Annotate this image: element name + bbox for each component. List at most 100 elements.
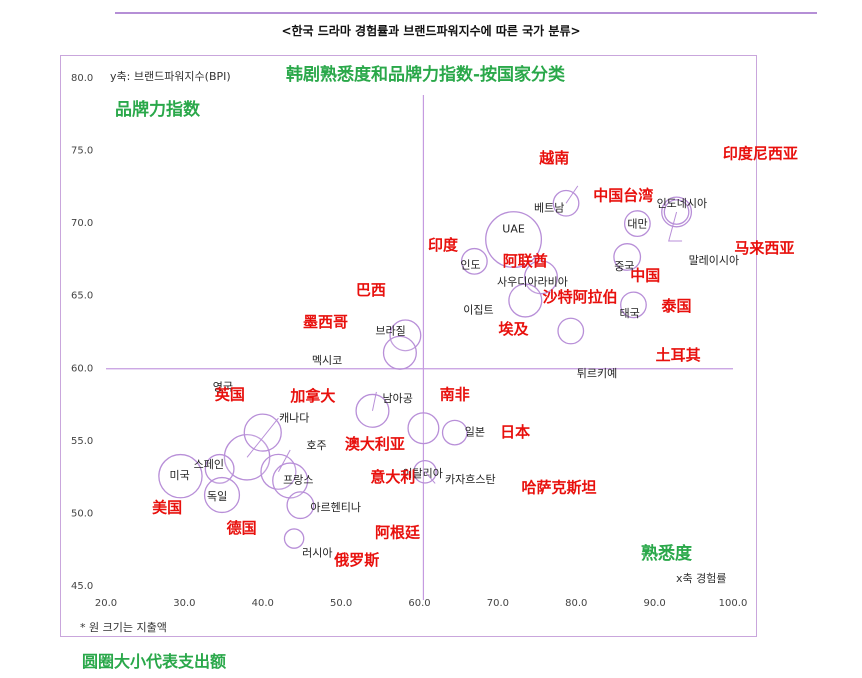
point-label: 러시아 (302, 547, 332, 560)
y-axis-label-korean: y축: 브랜드파워지수(BPI) (110, 70, 231, 83)
bubble- (203, 476, 241, 514)
leader-line (565, 185, 579, 204)
bubble- (272, 462, 309, 499)
y-tick-label: 65.0 (71, 291, 93, 302)
annotation-label: 越南 (538, 149, 569, 167)
annotation-label: 马来西亚 (734, 239, 794, 257)
bubble-UAE (485, 211, 543, 269)
annotation-label: 印度尼西亚 (723, 144, 798, 162)
bubble- (623, 210, 651, 238)
point-label: UAE (502, 223, 525, 236)
annotation-label: 南非 (440, 385, 470, 403)
annotation-label: 哈萨克斯坦 (521, 478, 596, 496)
annotation-label: 意大利 (370, 468, 415, 486)
x-tick-label: 100.0 (719, 598, 748, 609)
point-label: 이집트 (463, 304, 493, 317)
quadrant-dividers (106, 95, 733, 600)
x-tick-label: 30.0 (173, 598, 195, 609)
top-rule (115, 12, 817, 14)
annotation-label: 沙特阿拉伯 (543, 288, 618, 306)
y-tick-label: 70.0 (71, 218, 93, 229)
point-label: 인도네시아 (657, 197, 708, 210)
size-note-chinese: 圆圈大小代表支出额 (82, 652, 227, 671)
x-tick-label: 40.0 (252, 598, 274, 609)
point-label: 멕시코 (312, 354, 342, 367)
annotation-label: 土耳其 (656, 346, 701, 364)
point-label: 영국 (213, 381, 233, 394)
annotation-label: 日本 (500, 423, 530, 441)
bubble- (286, 491, 315, 520)
y-tick-label: 75.0 (71, 146, 93, 157)
leader-line (668, 211, 683, 242)
x-axis-label-chinese: 熟悉度 (641, 543, 693, 564)
point-label: 카자흐스탄 (445, 473, 496, 486)
annotation-label: 德国 (227, 519, 257, 537)
annotation-label: 加拿大 (289, 387, 335, 405)
annotation-label: 中国 (630, 266, 660, 284)
leader-line (277, 449, 291, 473)
annotation-label: 墨西哥 (303, 313, 348, 331)
point-label: 인도 (460, 258, 480, 271)
annotation-label: 印度 (428, 236, 459, 254)
point-label: 독일 (207, 489, 227, 503)
bubble- (620, 291, 647, 319)
point-label: 브라질 (375, 324, 405, 337)
y-tick-label: 55.0 (71, 436, 93, 447)
annotation-label: 中国台湾 (593, 187, 653, 205)
bubble- (382, 335, 417, 370)
point-label: 미국 (169, 469, 189, 482)
point-label: 베트남 (534, 201, 564, 214)
bubble- (407, 412, 440, 445)
x-tick-label: 50.0 (330, 598, 352, 609)
bubble- (460, 247, 488, 275)
x-tick-labels: 20.0 30.0 40.0 50.0 60.0 70.0 80.0 90.0 100.0 (95, 598, 747, 609)
point-label: 남아공 (382, 392, 412, 405)
size-note-korean: * 원 크기는 지출액 (80, 621, 167, 634)
point-label: 태국 (619, 307, 639, 320)
x-tick-label: 60.0 (408, 598, 430, 609)
point-label: 사우디아라비아 (497, 275, 568, 288)
page-title: <한국 드라마 경험률과 브랜드파워지수에 따른 국가 분류> (281, 24, 581, 38)
x-tick-label: 90.0 (643, 598, 665, 609)
x-axis-label-korean: x축 경험률 (676, 572, 727, 585)
point-label: 이탈리아 (402, 467, 442, 480)
leader-line (424, 471, 436, 484)
annotation-label: 阿联酋 (503, 252, 548, 270)
annotation-label: 美国 (152, 499, 182, 517)
point-label: 호주 (306, 439, 326, 452)
annotation-label: 阿根廷 (375, 523, 421, 541)
point-label: 프랑스 (283, 473, 313, 486)
x-tick-label: 20.0 (95, 598, 117, 609)
y-axis-label-chinese: 品牌力指数 (115, 99, 201, 120)
point-label: 아르헨티나 (310, 501, 361, 514)
bubble- (441, 419, 468, 446)
annotation-label: 英国 (215, 385, 245, 403)
bubble- (158, 453, 203, 499)
x-tick-label: 70.0 (487, 598, 509, 609)
x-tick-label: 80.0 (565, 598, 587, 609)
y-tick-labels: 45.0 50.0 55.0 60.0 65.0 70.0 75.0 80.0 (71, 73, 93, 592)
point-label: 스페인 (194, 458, 224, 471)
leader-line (246, 417, 279, 458)
annotation-label: 澳大利亚 (345, 435, 405, 453)
point-label: 말레이시아 (689, 254, 740, 267)
annotation-label: 泰国 (661, 297, 692, 315)
point-label: 일본 (465, 425, 485, 439)
point-label: 대만 (627, 218, 647, 231)
annotation-label: 俄罗斯 (333, 551, 379, 569)
bubble- (613, 243, 642, 271)
bubble- (557, 317, 585, 345)
bubble- (508, 283, 543, 318)
y-tick-label: 50.0 (71, 508, 93, 519)
chart-title: 韩剧熟悉度和品牌力指数-按国家分类 (286, 64, 566, 85)
bubble- (283, 528, 305, 549)
y-tick-label: 45.0 (71, 581, 93, 592)
leader-line (371, 391, 377, 411)
point-label: 캐나다 (279, 411, 309, 424)
bubble- (243, 413, 282, 452)
bubble- (204, 453, 235, 484)
y-tick-label: 80.0 (71, 73, 93, 84)
